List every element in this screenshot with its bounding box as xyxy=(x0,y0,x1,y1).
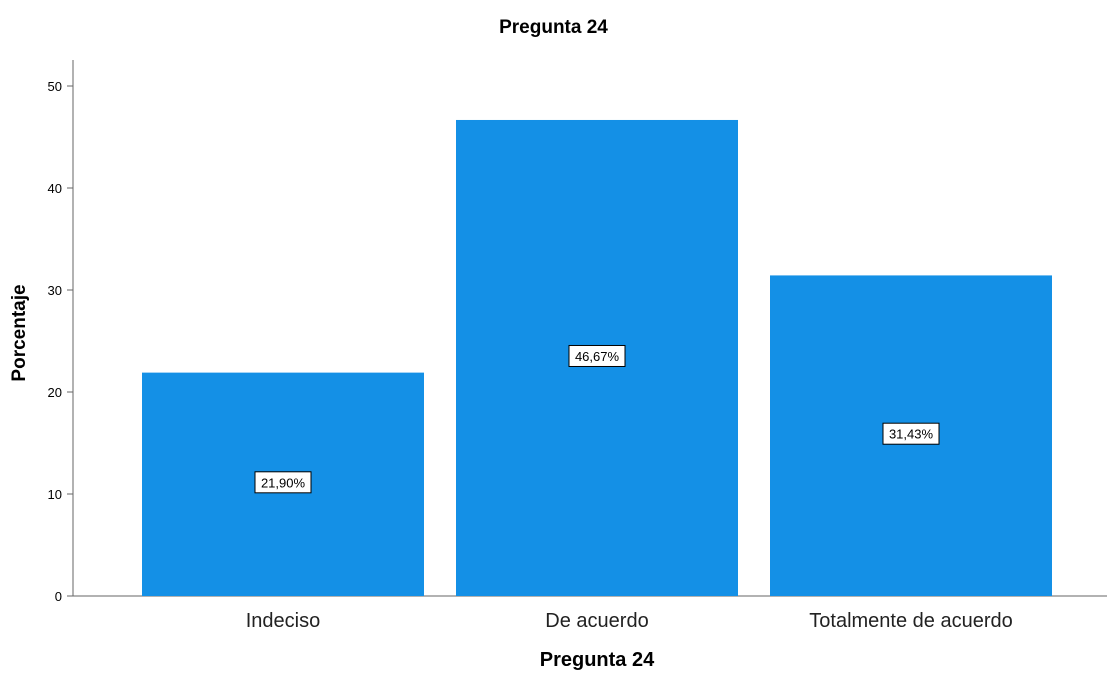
data-label: 21,90% xyxy=(261,475,306,490)
data-labels: 21,90% 46,67% 31,43% xyxy=(254,344,940,494)
data-label-box xyxy=(568,344,626,367)
y-tick-label: 30 xyxy=(48,283,62,298)
x-tick-labels: Indeciso De acuerdo Totalmente de acuerdo xyxy=(246,610,1013,632)
y-tick-label: 20 xyxy=(48,385,62,400)
x-tick-label: De acuerdo xyxy=(545,610,648,632)
y-tick-label: 0 xyxy=(55,589,62,604)
x-axis-title: Pregunta 24 xyxy=(539,649,655,671)
data-label-box xyxy=(882,422,940,445)
chart-title: Pregunta 24 xyxy=(499,17,608,38)
data-label: 31,43% xyxy=(889,427,934,442)
y-ticks: 0 10 20 30 40 50 xyxy=(48,79,73,604)
data-label-box xyxy=(254,471,312,494)
y-tick-label: 50 xyxy=(48,79,62,94)
data-label: 46,67% xyxy=(575,349,620,364)
x-tick-label: Totalmente de acuerdo xyxy=(809,610,1012,632)
y-tick-label: 10 xyxy=(48,487,62,502)
y-tick-label: 40 xyxy=(48,181,62,196)
x-tick-label: Indeciso xyxy=(246,610,321,632)
